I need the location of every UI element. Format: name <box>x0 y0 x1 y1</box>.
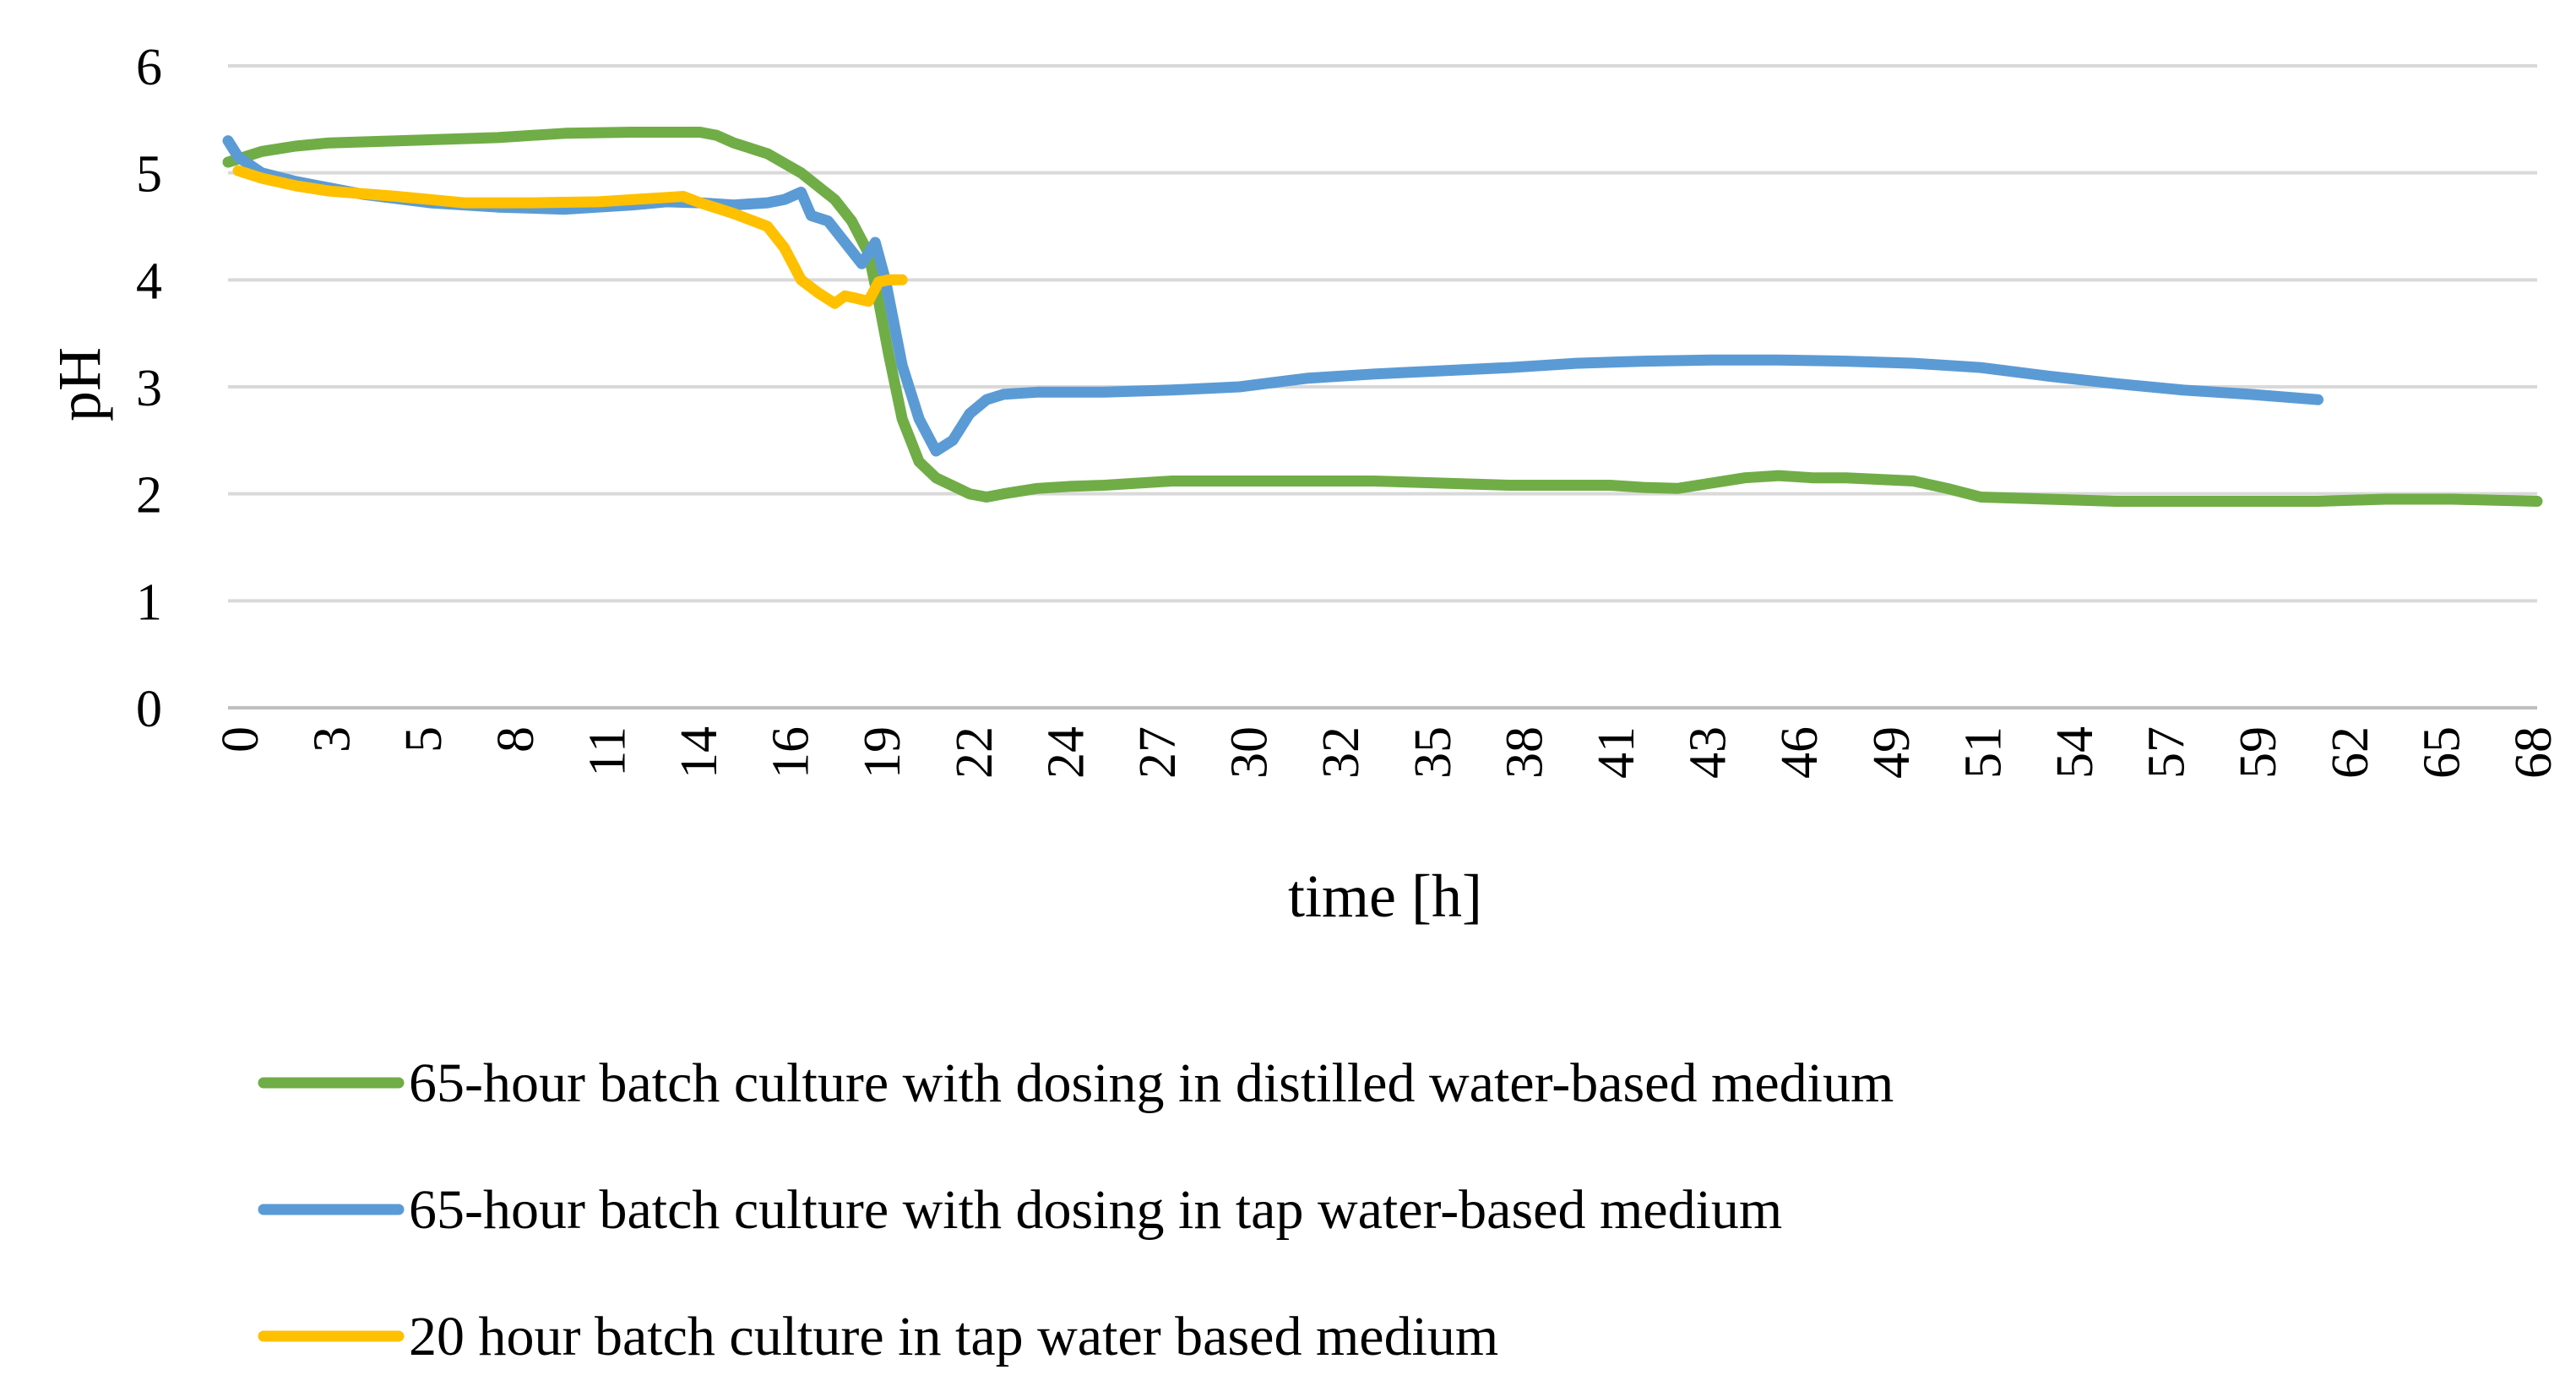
y-tick-label: 6 <box>136 39 162 96</box>
series-lines <box>222 127 2543 507</box>
legend-label-1: 65-hour batch culture with dosing in dis… <box>409 1052 1894 1114</box>
x-tick-label: 19 <box>854 726 911 779</box>
gridlines <box>228 64 2537 709</box>
legend: 65-hour batch culture with dosing in dis… <box>258 1052 1894 1367</box>
legend-label-2: 65-hour batch culture with dosing in tap… <box>409 1179 1782 1241</box>
x-tick-label: 27 <box>1129 726 1187 779</box>
x-tick-label: 49 <box>1863 726 1921 779</box>
y-tick-label: 2 <box>136 467 162 525</box>
y-axis: 0 1 2 3 4 5 6 <box>136 39 162 738</box>
x-tick-label: 38 <box>1496 726 1553 779</box>
x-tick-label: 5 <box>395 726 453 753</box>
x-tick-label: 46 <box>1771 726 1829 779</box>
x-tick-label: 41 <box>1588 726 1645 779</box>
x-tick-label: 3 <box>304 726 361 753</box>
y-tick-label: 5 <box>136 146 162 204</box>
x-tick-label: 0 <box>212 726 269 753</box>
x-tick-label: 59 <box>2230 726 2287 779</box>
series-line-1 <box>222 127 2543 507</box>
x-tick-label: 51 <box>1954 726 2012 779</box>
series-line-2 <box>222 135 2324 457</box>
y-tick-label: 4 <box>136 253 162 310</box>
x-tick-label: 30 <box>1221 726 1279 779</box>
x-tick-label: 14 <box>671 726 728 779</box>
x-tick-label: 16 <box>763 726 820 779</box>
x-tick-label: 62 <box>2322 726 2379 779</box>
series-line-3 <box>232 165 908 309</box>
y-axis-title: pH <box>46 347 113 421</box>
y-tick-label: 1 <box>136 573 162 631</box>
x-tick-label: 43 <box>1680 726 1737 779</box>
legend-label-3: 20 hour batch culture in tap water based… <box>409 1306 1498 1367</box>
x-tick-label: 8 <box>487 726 545 753</box>
x-tick-label: 22 <box>946 726 1003 779</box>
x-tick-label: 54 <box>2046 726 2104 779</box>
x-tick-label: 24 <box>1037 726 1095 779</box>
y-tick-label: 0 <box>136 681 162 738</box>
y-tick-label: 3 <box>136 360 162 417</box>
x-tick-label: 68 <box>2505 726 2562 779</box>
x-tick-label: 65 <box>2413 726 2470 779</box>
x-tick-label: 11 <box>579 726 636 777</box>
x-tick-label: 35 <box>1405 726 1462 779</box>
x-axis-title: time [h] <box>1288 862 1482 930</box>
x-tick-label: 32 <box>1312 726 1370 779</box>
x-tick-label: 57 <box>2139 726 2196 779</box>
x-axis: 0 3 5 8 11 14 16 19 22 24 27 30 32 35 38 41 43 46 49 51 54 57… <box>212 726 2562 779</box>
